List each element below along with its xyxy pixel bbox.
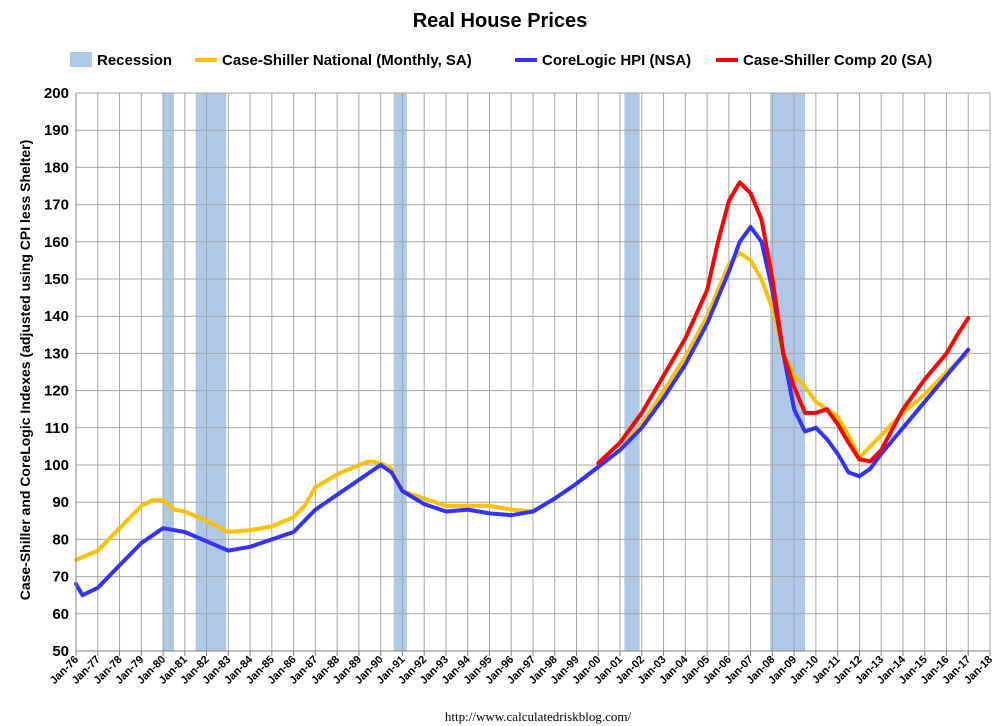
y-tick-label-80: 80: [52, 531, 69, 548]
y-tick-label-70: 70: [52, 569, 69, 586]
y-tick-label-60: 60: [52, 606, 69, 623]
y-tick-label-120: 120: [44, 383, 69, 400]
series-line-1: [74, 251, 971, 562]
recession-band-3: [393, 93, 407, 651]
y-tick-label-140: 140: [44, 308, 69, 325]
y-axis-label: Case-Shiller and CoreLogic Indexes (adju…: [17, 140, 33, 601]
chart-title: Real House Prices: [413, 10, 588, 32]
recession-band-2: [195, 93, 227, 651]
recession-band-4: [624, 93, 640, 651]
recession-band-1: [163, 93, 174, 651]
y-tick-label-150: 150: [44, 271, 69, 288]
y-tick-label-160: 160: [44, 234, 69, 251]
y-tick-label-90: 90: [52, 494, 69, 511]
legend-label-1: Case-Shiller National (Monthly, SA): [222, 52, 472, 69]
series-line-3: [596, 180, 971, 466]
y-tick-label-180: 180: [44, 159, 69, 176]
legend-swatch-recession: [70, 52, 92, 67]
source-url: http://www.calculatedriskblog.com/: [445, 709, 632, 724]
legend-label-2: CoreLogic HPI (NSA): [542, 52, 691, 69]
y-tick-label-130: 130: [44, 345, 69, 362]
y-tick-label-110: 110: [45, 420, 69, 437]
y-tick-label-200: 200: [44, 85, 69, 102]
y-tick-label-170: 170: [44, 197, 69, 214]
legend-label-3: Case-Shiller Comp 20 (SA): [743, 52, 932, 69]
y-tick-label-50: 50: [52, 643, 69, 660]
y-tick-label-100: 100: [44, 457, 69, 474]
series-line-2: [74, 224, 971, 598]
legend-label-0: Recession: [97, 52, 172, 69]
y-tick-label-190: 190: [44, 122, 69, 139]
